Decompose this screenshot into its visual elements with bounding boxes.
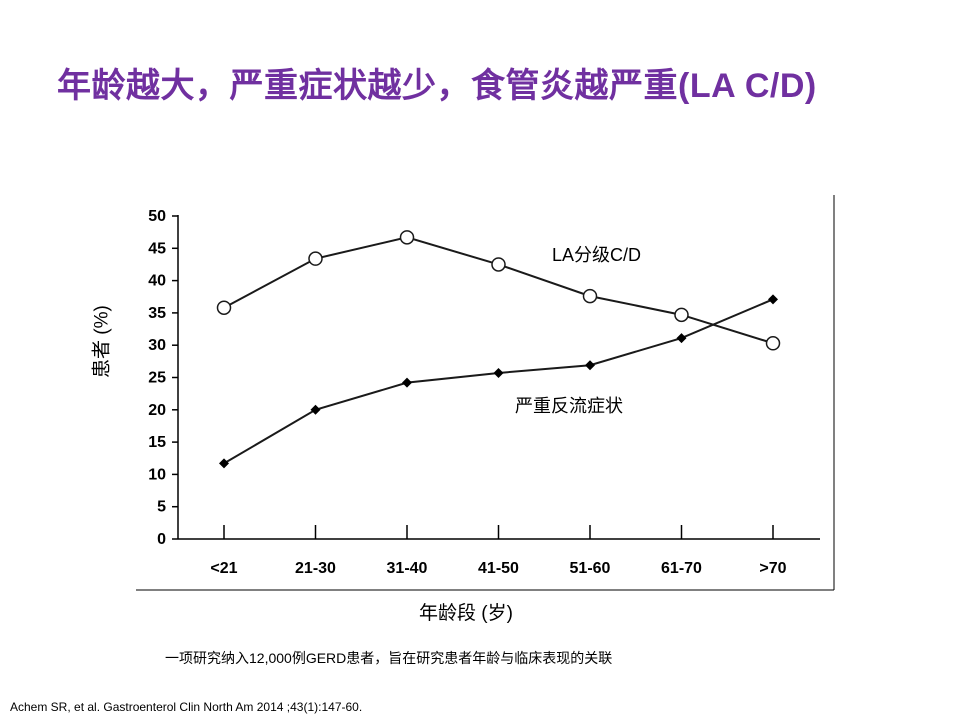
data-point-circle [399,230,415,245]
citation: Achem SR, et al. Gastroenterol Clin Nort… [10,700,363,714]
series-markers [216,230,781,469]
x-tick-label: >70 [759,560,786,577]
x-tick-label: 41-50 [478,560,519,577]
series-label-1: LA分级C/D [552,245,641,265]
data-point-circle [765,336,781,351]
x-tick-label: 61-70 [661,560,702,577]
x-tick-label: <21 [210,560,237,577]
data-point-diamond [310,404,321,415]
series-labels: LA分级C/D 严重反流症状 [515,245,641,416]
data-point-diamond [676,333,687,344]
y-tick-label: 5 [157,499,166,516]
data-point-diamond [585,360,595,371]
y-tick-label: 20 [148,402,166,419]
data-point-diamond [402,377,412,388]
y-tick-label: 0 [157,531,166,548]
x-tick-label: 21-30 [295,560,336,577]
y-tick-label: 30 [148,337,166,354]
data-point-diamond [768,294,778,305]
y-tick-label: 45 [148,240,166,257]
data-point-diamond [219,458,229,469]
data-point-circle [582,288,598,304]
study-note: 一项研究纳入12,000例GERD患者，旨在研究患者年龄与临床表现的关联 [165,650,613,666]
data-point-diamond [493,367,504,378]
y-ticks: 0 5 10 15 20 25 30 35 40 45 50 [148,208,178,548]
y-tick-label: 10 [148,466,166,483]
y-axis-label: 患者 (%) [91,305,113,378]
y-tick-label: 25 [148,370,166,387]
data-point-circle [216,300,232,315]
x-ticks: <21 21-30 31-40 41-50 51-60 61-70 >70 [210,525,787,577]
y-tick-label: 15 [148,434,166,451]
series-line-2 [223,298,774,465]
slide-title: 年龄越大，严重症状越少，食管炎越严重(LA C/D) [57,67,817,105]
series-label-2: 严重反流症状 [515,396,623,416]
data-point-circle [674,307,689,323]
y-tick-label: 35 [148,305,166,322]
y-tick-label: 40 [148,273,166,290]
x-tick-label: 51-60 [570,560,611,577]
data-point-circle [308,251,323,266]
x-axis-label: 年龄段 (岁) [419,603,513,624]
series-line-1 [223,236,774,345]
y-tick-label: 50 [148,208,166,225]
data-point-circle [491,257,506,272]
x-tick-label: 31-40 [387,560,428,577]
